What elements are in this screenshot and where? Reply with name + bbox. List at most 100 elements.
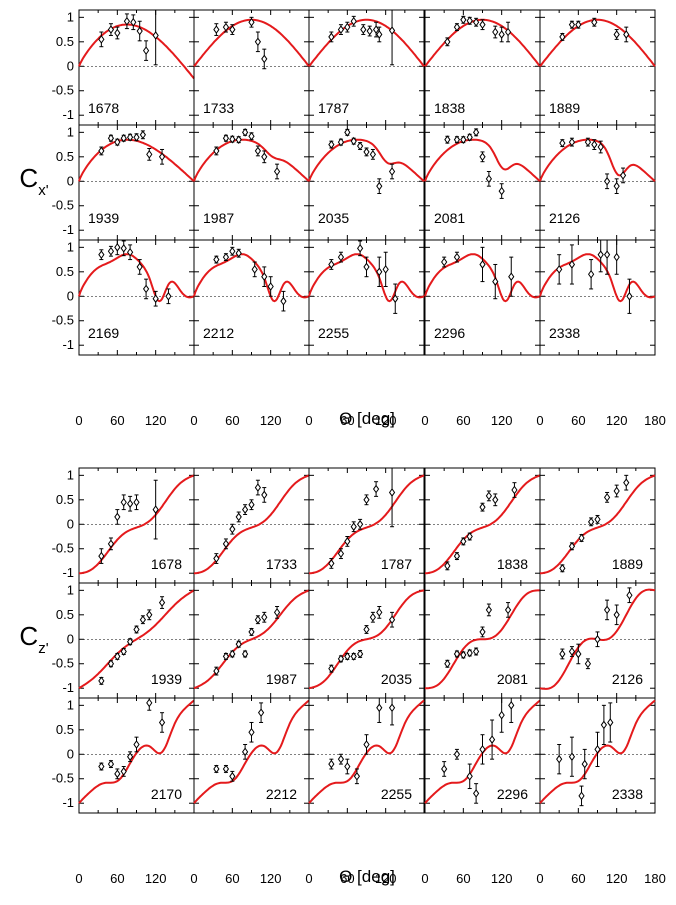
y-tick-label: -0.5 <box>52 656 74 671</box>
data-point <box>369 150 377 159</box>
energy-label: 2296 <box>497 786 528 802</box>
data-point <box>136 26 143 36</box>
data-point <box>248 727 255 737</box>
data-point <box>453 649 461 659</box>
data-point <box>453 135 461 145</box>
data-point <box>504 605 512 615</box>
panel: 2035 <box>308 582 425 699</box>
model-curve <box>308 589 425 690</box>
data-point <box>492 277 499 286</box>
data-point <box>229 649 236 659</box>
y-tick-label: -0.5 <box>52 313 74 328</box>
y-tick-label: 0.5 <box>56 149 74 164</box>
energy-label: 1733 <box>266 556 297 572</box>
y-tick-label: -0.5 <box>52 198 74 213</box>
panel: 2081 <box>424 582 541 699</box>
model-curve <box>539 138 656 183</box>
data-point <box>139 130 147 140</box>
data-point <box>235 135 242 145</box>
data-point <box>328 260 335 269</box>
data-point <box>587 269 595 279</box>
panel: 2296 <box>424 239 541 356</box>
data-point <box>337 549 345 558</box>
data-point <box>241 505 249 514</box>
data-point <box>213 25 220 34</box>
x-tick-label: 60 <box>225 871 239 886</box>
x-tick-label: 60 <box>571 413 585 428</box>
data-point <box>254 37 262 47</box>
data-point <box>504 27 512 37</box>
data-point <box>392 294 399 304</box>
data-point <box>273 608 281 617</box>
data-point <box>441 764 448 774</box>
x-tick-label: 0 <box>75 871 82 886</box>
data-point <box>578 791 585 801</box>
data-point <box>453 749 461 759</box>
y-tick-label: -1 <box>62 565 74 580</box>
panel: -1 -0.5 0 0.5 1 2169 <box>52 239 195 356</box>
data-point <box>152 505 159 514</box>
data-point <box>444 135 451 145</box>
energy-label: 1838 <box>434 100 465 116</box>
data-point <box>466 532 473 541</box>
data-point <box>485 174 493 184</box>
data-point <box>479 260 486 269</box>
x-tick-label: 120 <box>375 413 397 428</box>
data-point <box>229 246 236 256</box>
data-point <box>444 37 451 47</box>
observable-label: Cz' <box>19 621 48 657</box>
data-point <box>472 647 480 656</box>
data-point <box>337 137 345 147</box>
data-point <box>107 25 115 34</box>
data-point <box>344 22 351 32</box>
data-point <box>344 762 351 771</box>
panel: 2126 <box>539 582 656 699</box>
x-tick-label: 120 <box>260 871 282 886</box>
data-point <box>597 250 604 260</box>
data-point <box>556 265 563 274</box>
data-point <box>241 127 249 137</box>
y-tick-label: 1 <box>67 124 74 139</box>
data-point <box>350 16 357 26</box>
x-tick-label: 120 <box>260 413 282 428</box>
data-point <box>213 666 220 676</box>
data-point <box>133 132 140 142</box>
data-point <box>114 28 121 38</box>
data-point <box>107 539 115 549</box>
y-tick-label: -1 <box>62 337 74 352</box>
data-point <box>603 176 611 186</box>
y-tick-label: 1 <box>67 467 74 482</box>
data-point <box>472 17 480 27</box>
data-point <box>568 647 576 656</box>
data-point <box>126 247 134 257</box>
data-point <box>363 147 370 157</box>
data-point <box>261 54 268 64</box>
data-point <box>441 257 448 267</box>
data-point <box>613 252 620 262</box>
data-point <box>229 771 236 781</box>
model-curve <box>193 253 310 303</box>
x-tick-label: 0 <box>75 413 82 428</box>
data-point <box>479 152 486 162</box>
data-point <box>597 142 604 152</box>
data-point <box>472 789 480 798</box>
data-point <box>222 252 230 262</box>
data-point <box>603 605 611 615</box>
data-point <box>578 533 585 543</box>
data-point <box>222 652 230 661</box>
data-point <box>485 605 493 615</box>
data-point <box>584 137 592 147</box>
data-point <box>222 133 230 143</box>
data-point <box>603 250 611 260</box>
y-tick-label: -1 <box>62 222 74 237</box>
data-point <box>114 242 121 252</box>
data-point <box>114 769 121 779</box>
data-point <box>568 20 576 30</box>
energy-label: 1733 <box>203 100 234 116</box>
model-curve <box>79 474 195 575</box>
data-point <box>369 612 377 622</box>
data-point <box>575 649 582 659</box>
y-tick-label: -0.5 <box>52 541 74 556</box>
data-point <box>114 137 121 147</box>
panel: 2296 <box>424 697 541 814</box>
